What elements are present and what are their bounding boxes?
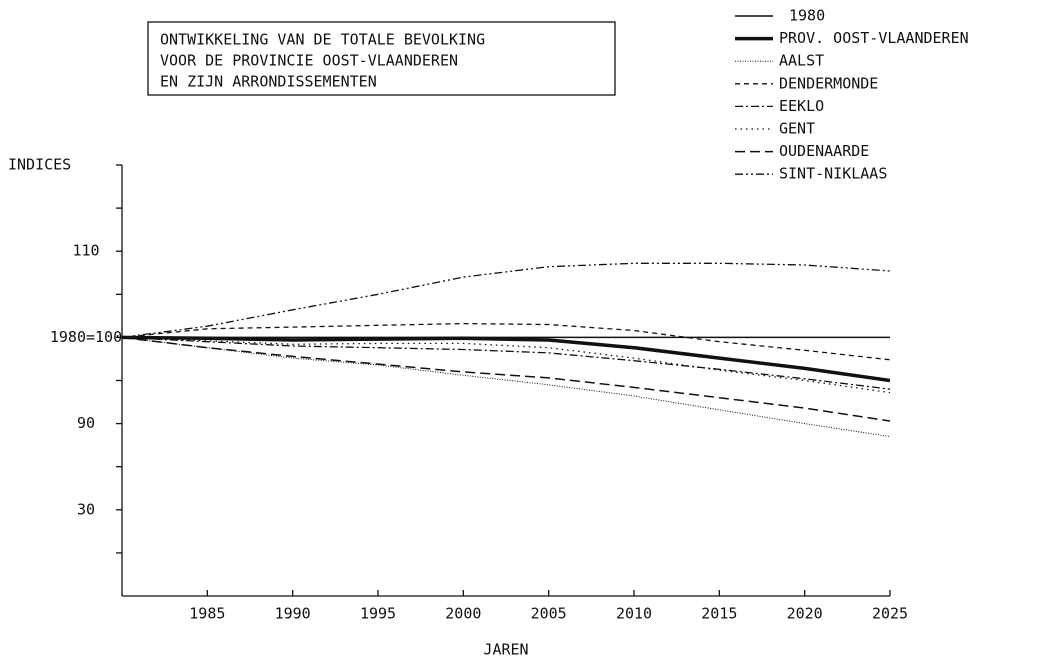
legend-label: SINT-NIKLAAS [779,165,887,183]
x-tick-label: 2015 [701,605,737,623]
series-line [121,336,891,390]
x-tick-label: 1995 [360,605,396,623]
legend-label: 1980 [789,7,825,25]
legend-label: GENT [779,120,815,138]
y-tick-label: 110 [72,242,99,260]
x-tick-label: 1990 [275,605,311,623]
x-tick-label: 2025 [872,605,908,623]
y-tick-label: 90 [77,414,95,432]
x-tick-label: 2020 [787,605,823,623]
legend-label: EEKLO [779,97,824,115]
legend-label: DENDERMONDE [779,74,878,92]
x-tick-label: 2005 [531,605,567,623]
legend-label: OUDENAARDE [779,142,869,160]
title-box [147,21,616,96]
chart-title: EN ZIJN ARRONDISSEMENTEN [160,73,377,91]
chart-title: VOOR DE PROVINCIE OOST-VLAANDEREN [160,52,458,70]
series-line [121,336,891,422]
series-line [121,322,891,361]
series-line [121,336,891,437]
y-tick-label: 1980=100 [50,328,122,346]
x-axis-label: JAREN [483,641,528,659]
x-tick-label: 1985 [189,605,225,623]
chart-title: ONTWIKKELING VAN DE TOTALE BEVOLKING [160,31,485,49]
y-axis-label: INDICES [8,156,71,174]
legend-label: PROV. OOST-VLAANDEREN [779,29,969,47]
y-tick-label: 30 [77,500,95,518]
series-line [121,335,891,383]
x-tick-label: 2000 [445,605,481,623]
legend-label: AALST [779,52,824,70]
x-tick-label: 2010 [616,605,652,623]
series-line [121,262,891,339]
